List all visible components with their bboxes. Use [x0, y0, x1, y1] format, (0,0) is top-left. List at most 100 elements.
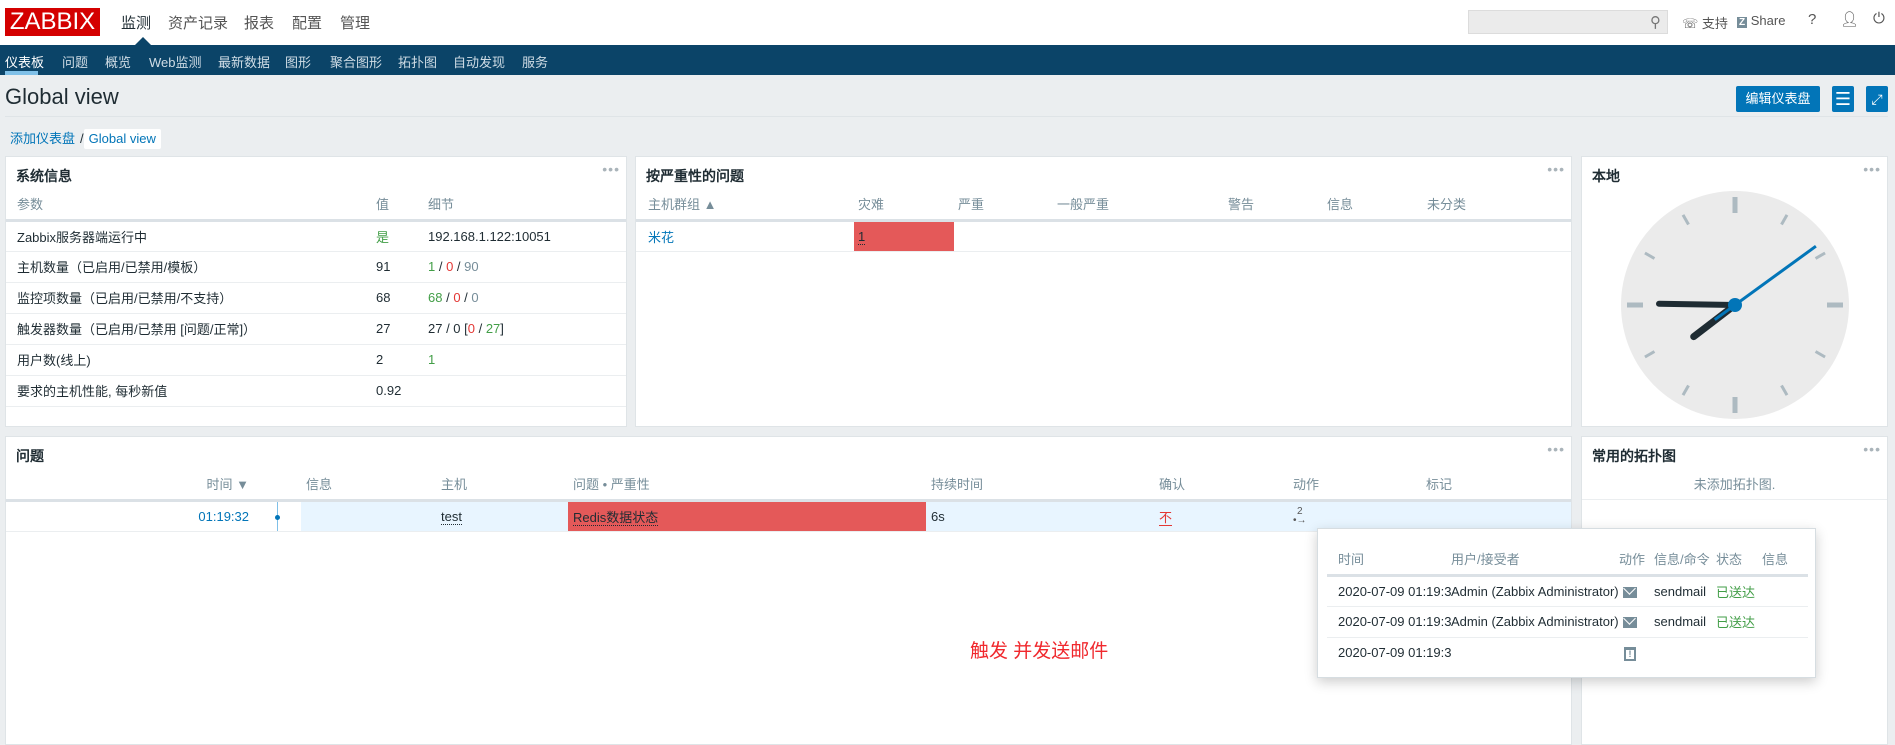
help-icon[interactable]: ? — [1808, 11, 1817, 28]
clock-tick — [1681, 384, 1690, 396]
host-link[interactable]: test — [436, 500, 568, 532]
menu-monitoring[interactable]: 监测 — [121, 15, 152, 32]
widget-title: 常用的拓扑图 — [1592, 448, 1676, 464]
col-information: 信息 — [1323, 189, 1423, 222]
menu-configuration[interactable]: 配置 — [292, 15, 323, 32]
system-info-widget: 系统信息 ••• 参数值细节 Zabbix服务器端运行中是 192.168.1.1… — [5, 156, 627, 427]
detail: 27 / 0 [0 / 27] — [428, 313, 626, 345]
col-problem-severity: 问题 • 严重性 — [568, 469, 926, 502]
menu-inventory[interactable]: 资产记录 — [168, 15, 229, 32]
widget-title: 问题 — [16, 448, 44, 464]
nav-screens[interactable]: 聚合图形 — [330, 55, 383, 70]
detail: 68 / 0 / 0 — [428, 282, 626, 314]
ok: 27 — [485, 321, 501, 336]
menu-reports[interactable]: 报表 — [244, 15, 275, 32]
widget-menu-icon[interactable]: ••• — [1863, 161, 1881, 177]
system-info-table: 参数值细节 Zabbix服务器端运行中是 192.168.1.122:10051 … — [6, 189, 626, 407]
problem-name-text: Redis数据状态 — [573, 509, 659, 526]
host-group-link[interactable]: 米花 — [636, 220, 854, 252]
table-row: 触发器数量（已启用/已禁用 [问题/正常]） 27 27 / 0 [0 / 27] — [6, 313, 626, 345]
actions-indicator[interactable]: 2 •→ — [1288, 500, 1421, 532]
col-ack: 确认 — [1154, 469, 1288, 502]
detail: 1 / 0 / 90 — [428, 251, 626, 283]
active-menu-caret — [135, 37, 151, 45]
col-value: 值 — [376, 189, 428, 222]
status: 已送达 — [1716, 575, 1762, 607]
time: 2020-07-09 01:19:34 — [1327, 575, 1451, 607]
share-z-icon: Z — [1737, 17, 1748, 28]
search-input[interactable]: ⚲ — [1468, 10, 1668, 34]
clock-center — [1728, 298, 1742, 312]
table-row: Zabbix服务器端运行中是 192.168.1.122:10051 — [6, 220, 626, 252]
widget-title: 系统信息 — [16, 168, 72, 184]
share-link[interactable]: Z Share — [1737, 13, 1785, 28]
col-param: 参数 — [6, 189, 376, 222]
status: 已送达 — [1716, 606, 1762, 638]
command: sendmail — [1654, 575, 1716, 607]
detail: 192.168.1.122:10051 — [428, 220, 626, 252]
param: 监控项数量（已启用/已禁用/不支持） — [6, 282, 376, 314]
breadcrumb-global-view[interactable]: Global view — [83, 129, 161, 149]
breadcrumb-add-dashboard[interactable]: 添加仪表盘 — [10, 131, 76, 146]
analog-clock — [1621, 191, 1849, 419]
support-label: 支持 — [1701, 16, 1728, 31]
enabled: 68 — [428, 290, 443, 305]
disabled: 0 — [453, 290, 461, 305]
clock-ticks — [1627, 197, 1843, 413]
support-link[interactable]: ☏ 支持 — [1682, 13, 1728, 32]
nav-overview[interactable]: 概览 — [105, 55, 132, 70]
value: 是 — [376, 220, 428, 252]
dashboard-menu-icon[interactable]: ☰ — [1832, 86, 1854, 112]
nav-graphs[interactable]: 图形 — [285, 55, 312, 70]
widget-menu-icon[interactable]: ••• — [602, 161, 620, 177]
clock-tick — [1644, 350, 1656, 359]
widget-menu-icon[interactable]: ••• — [1547, 441, 1565, 457]
problems-table: 时间 ▼ 信息 主机 问题 • 严重性 持续时间 确认 动作 标记 01:19:… — [6, 469, 1571, 532]
breadcrumb: 添加仪表盘 / Global view — [5, 129, 161, 149]
problem-time-link[interactable]: 01:19:32 — [6, 500, 261, 532]
nav-dashboard[interactable]: 仪表板 — [5, 55, 45, 70]
menu-administration[interactable]: 管理 — [340, 15, 371, 32]
col-detail: 细节 — [428, 189, 626, 222]
minute-hand — [1656, 300, 1738, 308]
templates: 90 — [464, 259, 479, 274]
widget-title: 按严重性的问题 — [646, 168, 744, 184]
widget-menu-icon[interactable]: ••• — [1863, 441, 1881, 457]
widget-menu-icon[interactable]: ••• — [1547, 161, 1565, 177]
ack-no: 不 — [1159, 509, 1173, 526]
widget-title: 本地 — [1592, 168, 1620, 184]
mail-icon — [1623, 586, 1637, 598]
col-actions: 动作 — [1288, 469, 1421, 502]
clock-tick — [1681, 214, 1690, 226]
zabbix-logo[interactable]: ZABBIX — [5, 8, 100, 36]
table-row: 监控项数量（已启用/已禁用/不支持） 68 68 / 0 / 0 — [6, 282, 626, 314]
user — [1451, 637, 1619, 668]
col-status: 状态 — [1716, 543, 1762, 577]
actions-table: 时间 用户/接受者 动作 信息/命令 状态 信息 2020-07-09 01:1… — [1327, 543, 1808, 668]
user-profile-icon[interactable]: 👤︎ — [1840, 11, 1860, 28]
edit-dashboard-button[interactable]: 编辑仪表盘 — [1736, 86, 1820, 112]
ack-link[interactable]: 不 — [1154, 500, 1288, 532]
problem-name[interactable]: Redis数据状态 — [568, 500, 926, 532]
search-icon[interactable]: ⚲ — [1650, 14, 1661, 31]
local-clock-widget: 本地 ••• — [1581, 156, 1888, 427]
col-time[interactable]: 时间 ▼ — [6, 469, 261, 502]
col-high: 严重 — [954, 189, 1053, 222]
nav-services[interactable]: 服务 — [522, 55, 549, 70]
user: Admin (Zabbix Administrator) — [1451, 575, 1619, 607]
share-label: Share — [1750, 13, 1786, 28]
col-info: 信息 — [1762, 543, 1808, 577]
nav-latest-data[interactable]: 最新数据 — [218, 55, 271, 70]
nav-discovery[interactable]: 自动发现 — [453, 55, 506, 70]
nav-maps[interactable]: 拓扑图 — [398, 55, 438, 70]
value: 2 — [376, 344, 428, 376]
nav-problems[interactable]: 问题 — [62, 55, 89, 70]
mail-icon — [1623, 617, 1637, 629]
disaster-count[interactable]: 1 — [854, 220, 954, 252]
nav-web[interactable]: Web监测 — [149, 55, 202, 70]
sign-out-power-icon[interactable]: ⏻ — [1873, 10, 1885, 27]
table-row: 主机数量（已启用/已禁用/模板） 91 1 / 0 / 90 — [6, 251, 626, 283]
fullscreen-icon[interactable]: ⤢ — [1866, 86, 1888, 112]
param: 要求的主机性能, 每秒新值 — [6, 375, 376, 407]
col-host-group[interactable]: 主机群组 ▲ — [636, 189, 854, 222]
